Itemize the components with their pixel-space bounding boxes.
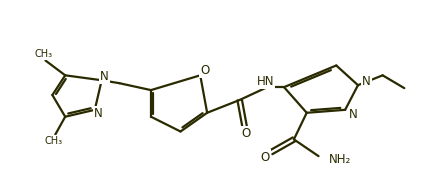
Text: HN: HN [256,75,273,88]
Text: O: O [240,127,250,140]
Text: N: N [94,107,103,120]
Text: N: N [361,75,370,88]
Text: CH₃: CH₃ [34,49,53,59]
Text: O: O [260,151,270,164]
Text: CH₃: CH₃ [44,136,62,146]
Text: O: O [200,64,209,77]
Text: N: N [349,108,357,121]
Text: N: N [100,70,109,83]
Text: NH₂: NH₂ [328,153,350,166]
